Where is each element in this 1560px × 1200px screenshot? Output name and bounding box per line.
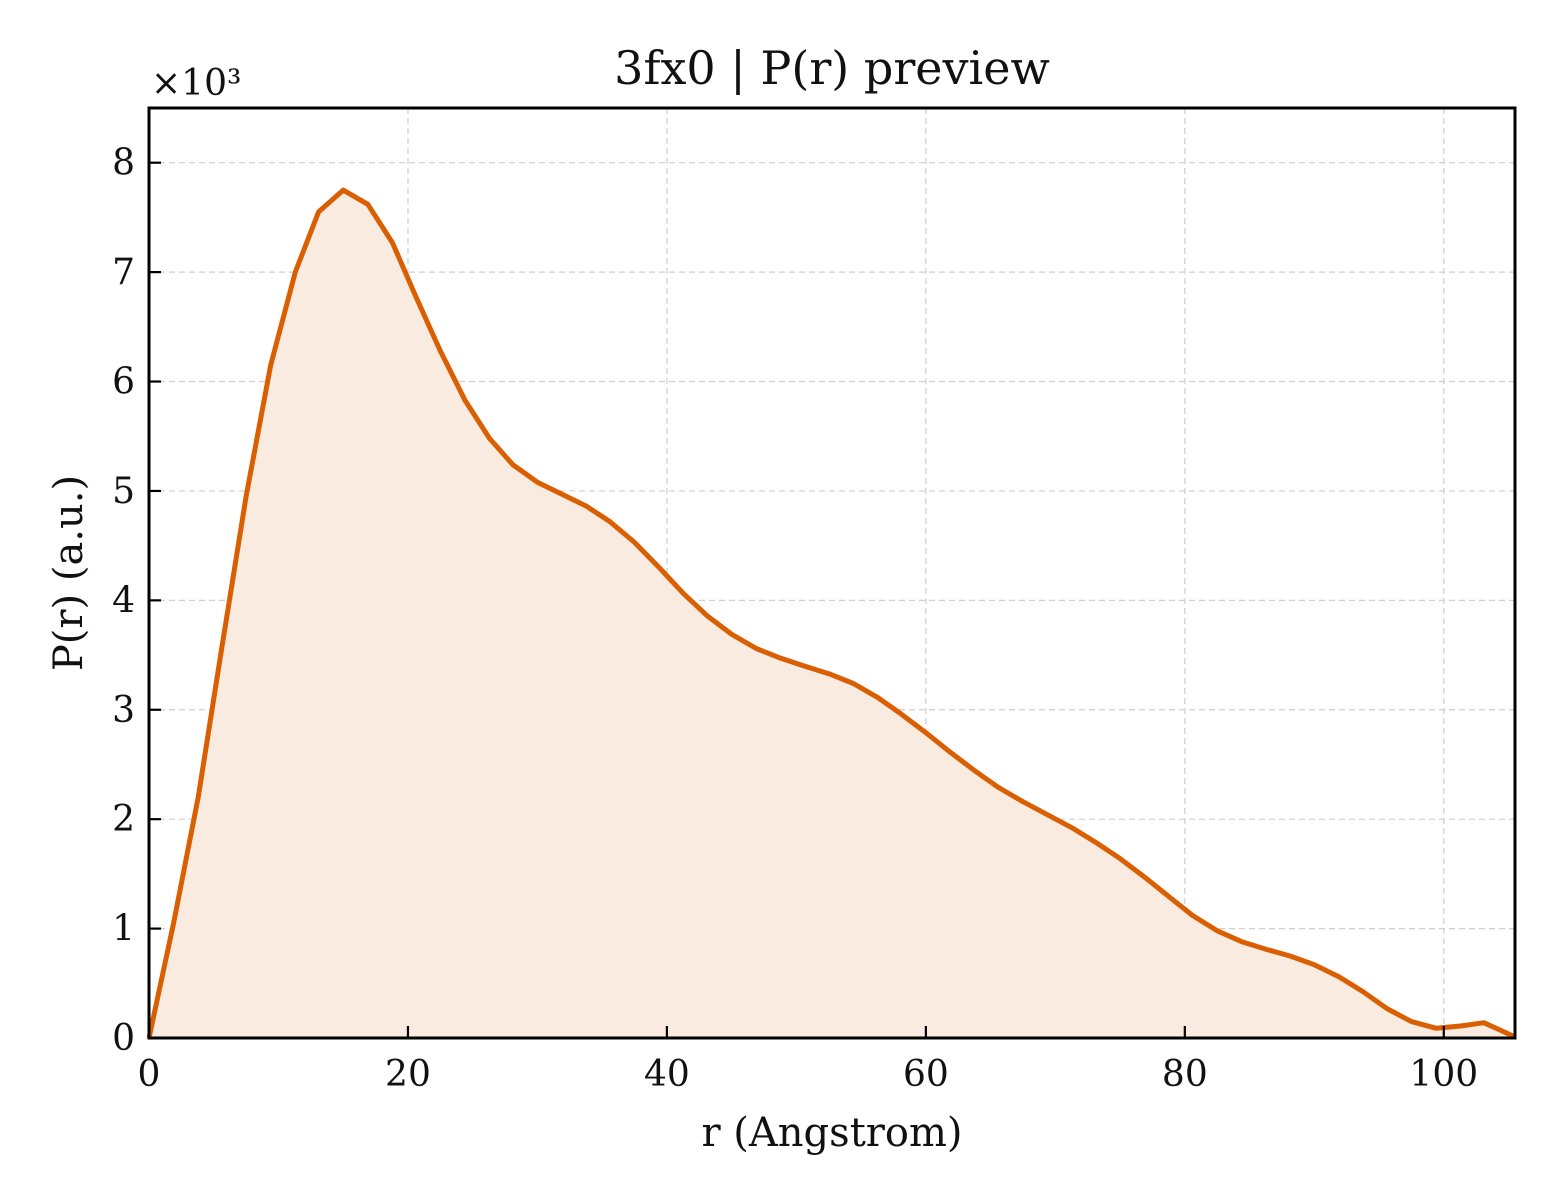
y-tick-label: 0 bbox=[112, 1018, 135, 1059]
y-tick-label: 6 bbox=[112, 362, 135, 403]
y-tick-label: 7 bbox=[112, 252, 135, 293]
y-tick-label: 4 bbox=[112, 580, 135, 621]
y-tick-label: 3 bbox=[112, 690, 135, 731]
plot-frame bbox=[147, 106, 1517, 1040]
area-fill bbox=[149, 190, 1515, 1039]
chart-title: 3fx0 | P(r) preview bbox=[614, 41, 1050, 95]
x-tick-label: 40 bbox=[644, 1054, 690, 1095]
x-tick-label: 20 bbox=[385, 1054, 431, 1095]
x-tick-label: 0 bbox=[138, 1054, 161, 1095]
y-axis-multiplier: ×10³ bbox=[151, 63, 241, 104]
series-line bbox=[146, 187, 1517, 1040]
x-tick-label: 60 bbox=[903, 1054, 949, 1095]
y-tick-label: 2 bbox=[112, 799, 135, 840]
y-axis-label: P(r) (a.u.) bbox=[46, 475, 92, 671]
y-tick-label: 1 bbox=[112, 909, 135, 950]
x-tick-label: 100 bbox=[1409, 1054, 1478, 1095]
x-tick-label: 80 bbox=[1162, 1054, 1208, 1095]
x-axis-label: r (Angstrom) bbox=[701, 1110, 962, 1156]
y-tick-label: 8 bbox=[112, 143, 135, 184]
y-tick-label: 5 bbox=[112, 471, 135, 512]
